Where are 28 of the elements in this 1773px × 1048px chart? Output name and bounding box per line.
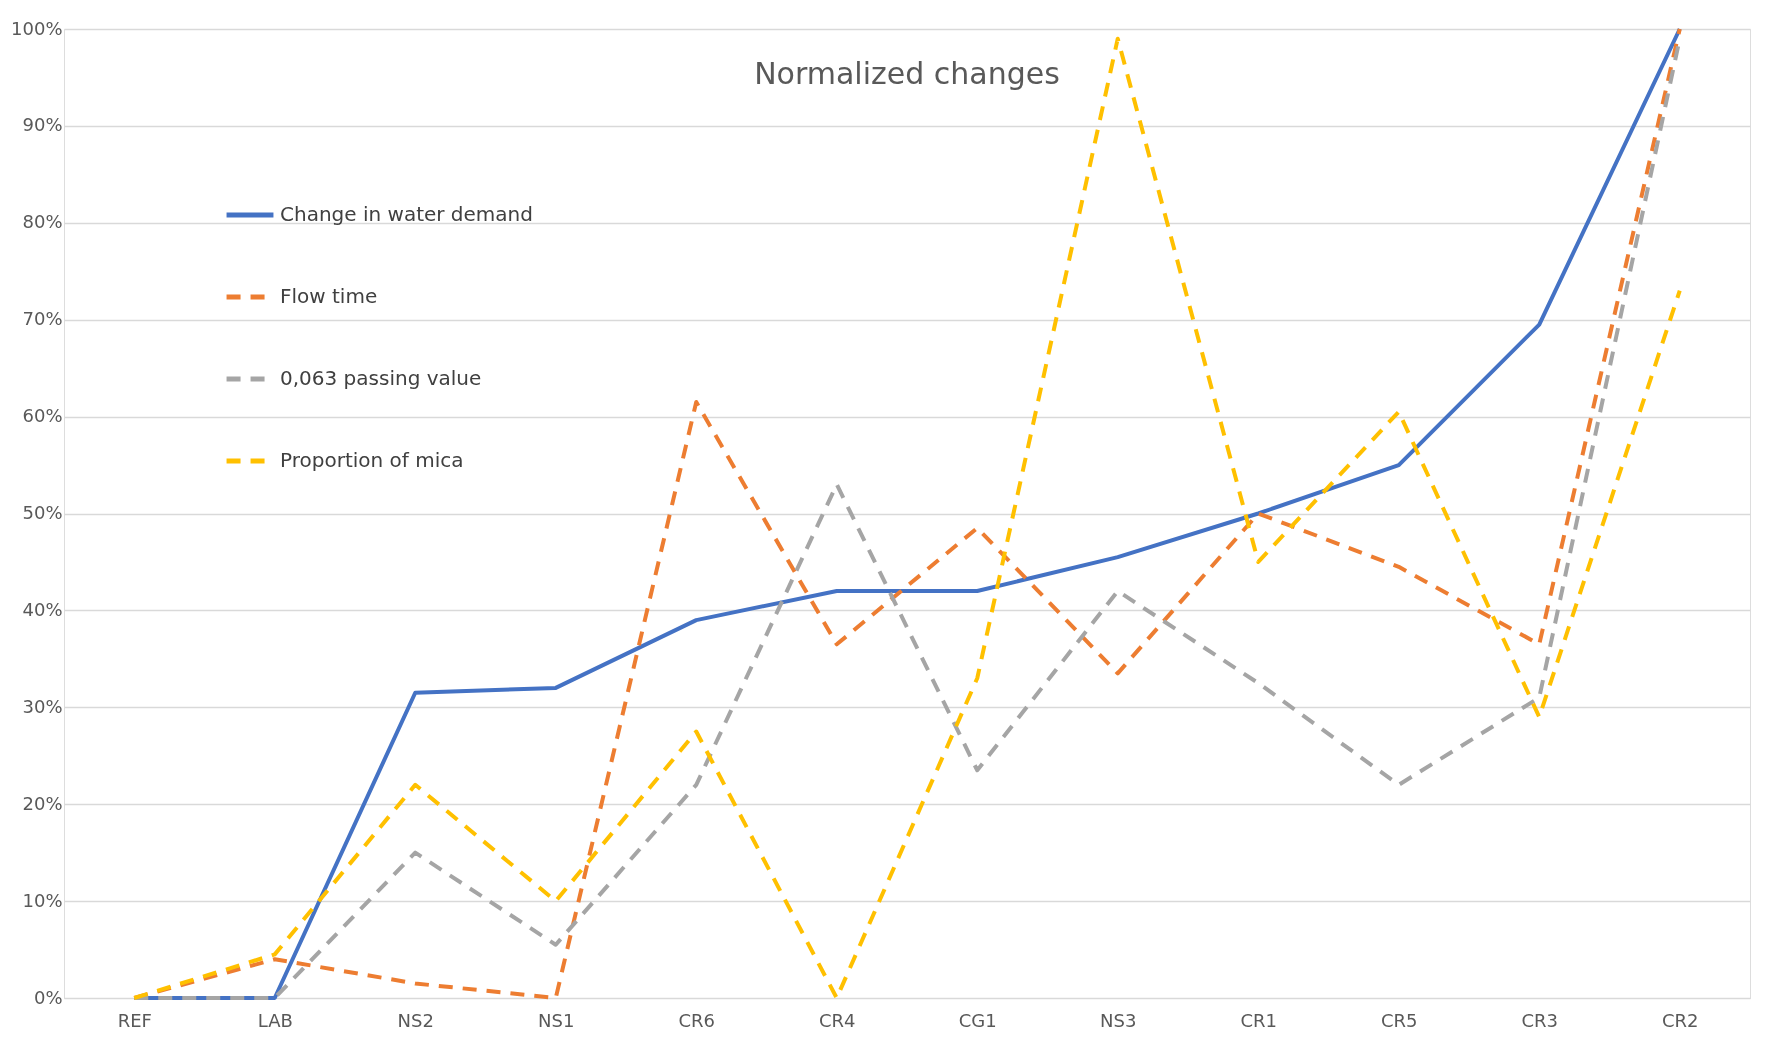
y-tick-label: 70% — [22, 308, 63, 330]
legend-label: Flow time — [280, 284, 378, 308]
x-tick-label: CR4 — [818, 1009, 856, 1031]
y-tick-label: 0% — [33, 986, 63, 1008]
y-tick-label: 50% — [22, 502, 63, 523]
x-tick-label: CR3 — [1521, 1009, 1559, 1031]
x-tick-label: CR6 — [678, 1009, 716, 1031]
y-tick-label: 80% — [22, 211, 63, 233]
x-tick-label: CG1 — [958, 1009, 997, 1031]
y-tick-label: 10% — [22, 889, 63, 911]
y-tick-label: 30% — [22, 695, 63, 717]
legend-label: Proportion of mica — [280, 448, 464, 472]
y-tick-label: 100% — [11, 17, 63, 39]
x-tick-label: LAB — [257, 1009, 293, 1031]
legend-label: 0,063 passing value — [280, 366, 482, 390]
x-tick-label: NS1 — [538, 1009, 575, 1031]
text: Normalized changes — [754, 56, 1060, 91]
y-tick-label: 60% — [22, 405, 63, 427]
x-tick-label: CR1 — [1240, 1009, 1278, 1031]
y-tick-label: 20% — [22, 792, 63, 814]
x-tick-label: CR5 — [1380, 1009, 1418, 1031]
x-tick-label: NS3 — [1100, 1009, 1137, 1031]
y-tick-label: 90% — [22, 114, 63, 136]
x-tick-label: CR2 — [1661, 1009, 1699, 1031]
legend-label: Change in water demand — [280, 202, 533, 226]
y-tick-label: 40% — [22, 598, 63, 620]
x-tick-label: REF — [117, 1009, 152, 1031]
x-tick-label: NS2 — [397, 1009, 434, 1031]
